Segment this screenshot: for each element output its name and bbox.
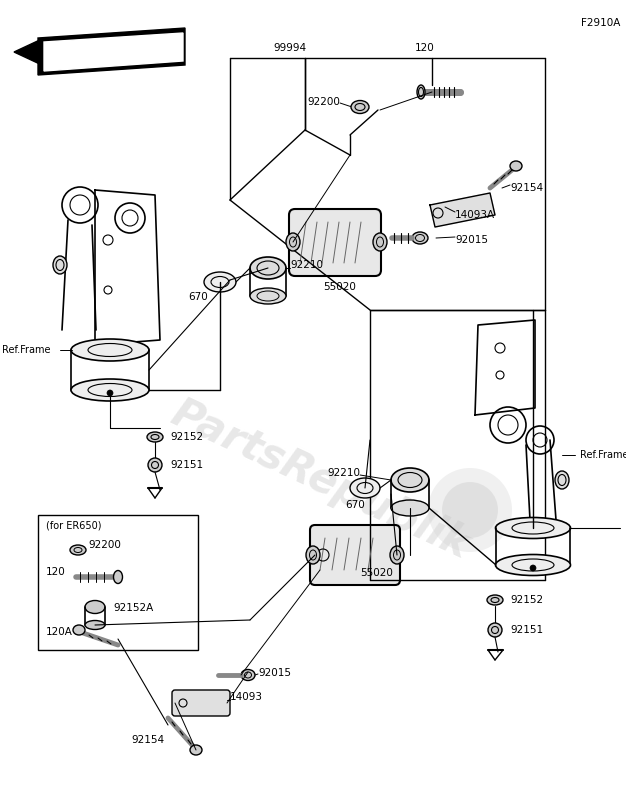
Ellipse shape [190,745,202,755]
FancyBboxPatch shape [310,525,400,585]
FancyBboxPatch shape [289,209,381,276]
Text: 14093A: 14093A [455,210,495,220]
Text: Ref.Frame: Ref.Frame [2,345,51,355]
Text: 92200: 92200 [307,97,340,107]
Text: 120A: 120A [46,627,73,637]
Text: 14093: 14093 [230,692,263,702]
Text: 120: 120 [415,43,435,53]
Polygon shape [44,33,183,71]
Text: 55020: 55020 [324,282,356,292]
Ellipse shape [555,471,569,489]
FancyBboxPatch shape [172,690,230,716]
Ellipse shape [204,272,236,292]
Text: PartsRepublik: PartsRepublik [164,392,476,568]
Ellipse shape [250,288,286,304]
Text: FRONT: FRONT [88,47,136,60]
Text: 92200: 92200 [88,540,121,550]
Text: 92210: 92210 [327,468,360,478]
Text: 92210: 92210 [290,260,323,270]
Ellipse shape [391,500,429,516]
Text: 670: 670 [345,500,365,510]
Text: 92152: 92152 [170,432,203,442]
Text: (for ER650): (for ER650) [46,521,101,531]
Text: 92152A: 92152A [113,603,153,613]
Ellipse shape [148,458,162,472]
Ellipse shape [286,233,300,251]
Ellipse shape [85,621,105,630]
Ellipse shape [306,546,320,564]
Polygon shape [38,28,185,75]
Ellipse shape [488,623,502,637]
Ellipse shape [147,432,163,442]
Text: 92154: 92154 [510,183,543,193]
Ellipse shape [496,518,570,538]
Text: 92151: 92151 [170,460,203,470]
Ellipse shape [73,625,85,635]
Ellipse shape [71,379,149,401]
Text: 92015: 92015 [455,235,488,245]
Ellipse shape [496,554,570,575]
Text: 99994: 99994 [274,43,307,53]
Ellipse shape [391,468,429,492]
Text: 92151: 92151 [510,625,543,635]
Ellipse shape [373,233,387,251]
Circle shape [530,565,536,571]
Ellipse shape [250,257,286,279]
Ellipse shape [85,601,105,614]
Circle shape [428,468,512,552]
Ellipse shape [510,161,522,171]
Ellipse shape [390,546,404,564]
Ellipse shape [412,232,428,244]
Polygon shape [14,38,44,66]
Ellipse shape [113,570,123,583]
Ellipse shape [351,101,369,114]
Ellipse shape [71,339,149,361]
Polygon shape [430,193,495,227]
Ellipse shape [241,670,255,681]
Text: 92152: 92152 [510,595,543,605]
Text: 92154: 92154 [131,735,165,745]
Bar [38,515,198,650]
Ellipse shape [70,545,86,555]
Circle shape [107,390,113,396]
Text: 120: 120 [46,567,66,577]
Ellipse shape [417,85,425,99]
Ellipse shape [53,256,67,274]
Circle shape [442,482,498,538]
Text: 55020: 55020 [360,568,393,578]
Text: 92015: 92015 [258,668,291,678]
Text: 670: 670 [188,292,208,302]
Ellipse shape [487,595,503,605]
Ellipse shape [350,478,380,498]
Text: F2910A: F2910A [581,18,620,28]
Text: Ref.Frame: Ref.Frame [580,450,626,460]
